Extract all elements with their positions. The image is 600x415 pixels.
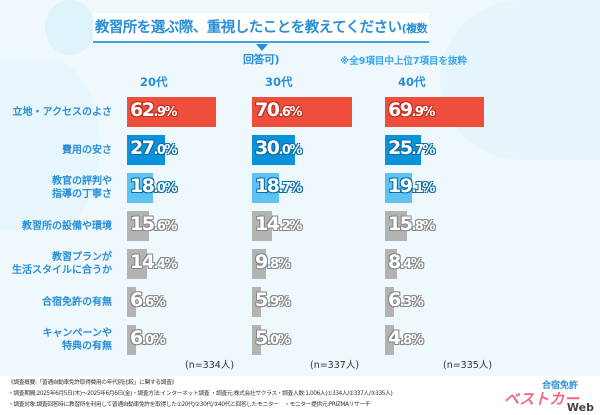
bar: 14.4% bbox=[127, 249, 177, 279]
footer-line-3: ・調査対象:調査回答時に教習所を利用して普通自動車免許を取得した①20代/②30… bbox=[8, 402, 371, 408]
data-label: 62.9% bbox=[130, 99, 177, 121]
data-label: 70.6% bbox=[255, 99, 302, 121]
bg-circle bbox=[0, 60, 100, 230]
data-label: 9.8% bbox=[255, 251, 291, 273]
bar: 15.8% bbox=[385, 211, 435, 241]
bar: 18.7% bbox=[252, 173, 302, 203]
bar: 70.6% bbox=[252, 97, 353, 127]
logo-text-2: ベストカー bbox=[504, 390, 580, 408]
bar: 30.0% bbox=[252, 135, 302, 165]
series-header: 40代 bbox=[398, 75, 426, 89]
bar: 5.0% bbox=[252, 325, 291, 355]
category-label: 教習所の設備や環境 bbox=[22, 220, 112, 232]
bg-circle bbox=[440, 0, 600, 160]
bar: 5.9% bbox=[252, 287, 291, 317]
series-header: 30代 bbox=[265, 75, 293, 89]
bar: 6.3% bbox=[385, 287, 424, 317]
logo-text-3: Web bbox=[566, 401, 594, 414]
bar: 9.8% bbox=[252, 249, 291, 279]
logo-text-1: 合宿免許 bbox=[541, 381, 578, 391]
title-suffix: (複数回答可) bbox=[242, 22, 428, 66]
data-label: 5.0% bbox=[255, 327, 291, 349]
bg-circle bbox=[45, 0, 95, 55]
bar: 8.4% bbox=[385, 249, 424, 279]
data-label: 6.3% bbox=[388, 289, 424, 311]
data-label: 14.4% bbox=[130, 251, 177, 273]
data-label: 8.4% bbox=[388, 251, 424, 273]
data-label: 25.7% bbox=[388, 137, 435, 159]
note: ※全9項目中上位7項目を抜粋 bbox=[340, 56, 467, 67]
title-text: 教習所を選ぶ際、重視したことを教えてください bbox=[94, 20, 402, 36]
title-pointer-icon bbox=[256, 44, 268, 51]
data-label: 5.9% bbox=[255, 289, 291, 311]
category-label: 立地・アクセスのよさ bbox=[12, 106, 113, 118]
bar: 62.9% bbox=[127, 97, 217, 127]
bar: 6.0% bbox=[127, 325, 166, 355]
bar: 14.2% bbox=[252, 211, 302, 241]
bar: 25.7% bbox=[385, 135, 435, 165]
chart-title: 教習所を選ぶ際、重視したことを教えてください(複数回答可) bbox=[93, 13, 429, 66]
data-label: 6.0% bbox=[130, 327, 166, 349]
data-label: 27.0% bbox=[130, 137, 177, 159]
category-label: 合宿免許の有無 bbox=[42, 296, 112, 308]
footer: 《調査概要:「普通自動車免許取得費用の年代別比較」に関する調査》 ・調査期間:2… bbox=[0, 376, 600, 415]
category-label: 費用の安さ bbox=[62, 144, 112, 156]
sample-size: (n=334人) bbox=[185, 360, 235, 371]
series-header: 20代 bbox=[140, 75, 168, 89]
category-label: キャンペーンや 特典の有無 bbox=[42, 328, 113, 352]
data-label: 4.8% bbox=[388, 327, 424, 349]
category-label: 教習プランが 生活スタイルに合うか bbox=[12, 252, 112, 276]
data-label: 18.0% bbox=[130, 175, 177, 197]
data-label: 19.1% bbox=[388, 175, 435, 197]
bar: 27.0% bbox=[127, 135, 177, 165]
data-label: 15.6% bbox=[130, 213, 177, 235]
bar: 19.1% bbox=[385, 173, 435, 203]
data-label: 18.7% bbox=[255, 175, 302, 197]
bar: 69.9% bbox=[385, 97, 485, 127]
sample-size: (n=337人) bbox=[310, 360, 360, 371]
logo: 合宿免許 ベストカー Web bbox=[504, 378, 594, 414]
data-label: 6.6% bbox=[130, 289, 166, 311]
bar: 6.6% bbox=[127, 287, 166, 317]
bar: 15.6% bbox=[127, 211, 177, 241]
bar: 4.8% bbox=[385, 325, 424, 355]
data-label: 69.9% bbox=[388, 99, 435, 121]
category-label: 教官の評判や 指導の丁寧さ bbox=[52, 176, 112, 200]
data-label: 14.2% bbox=[255, 213, 302, 235]
bar: 18.0% bbox=[127, 173, 177, 203]
data-label: 15.8% bbox=[388, 213, 435, 235]
sample-size: (n=335人) bbox=[443, 360, 493, 371]
footer-line-2: ・調査期間:2025年6月5日(木)〜2025年6月6日(金)・調査方法:インタ… bbox=[8, 391, 393, 397]
footer-line-1: 《調査概要:「普通自動車免許取得費用の年代別比較」に関する調査》 bbox=[8, 380, 177, 386]
data-label: 30.0% bbox=[255, 137, 302, 159]
